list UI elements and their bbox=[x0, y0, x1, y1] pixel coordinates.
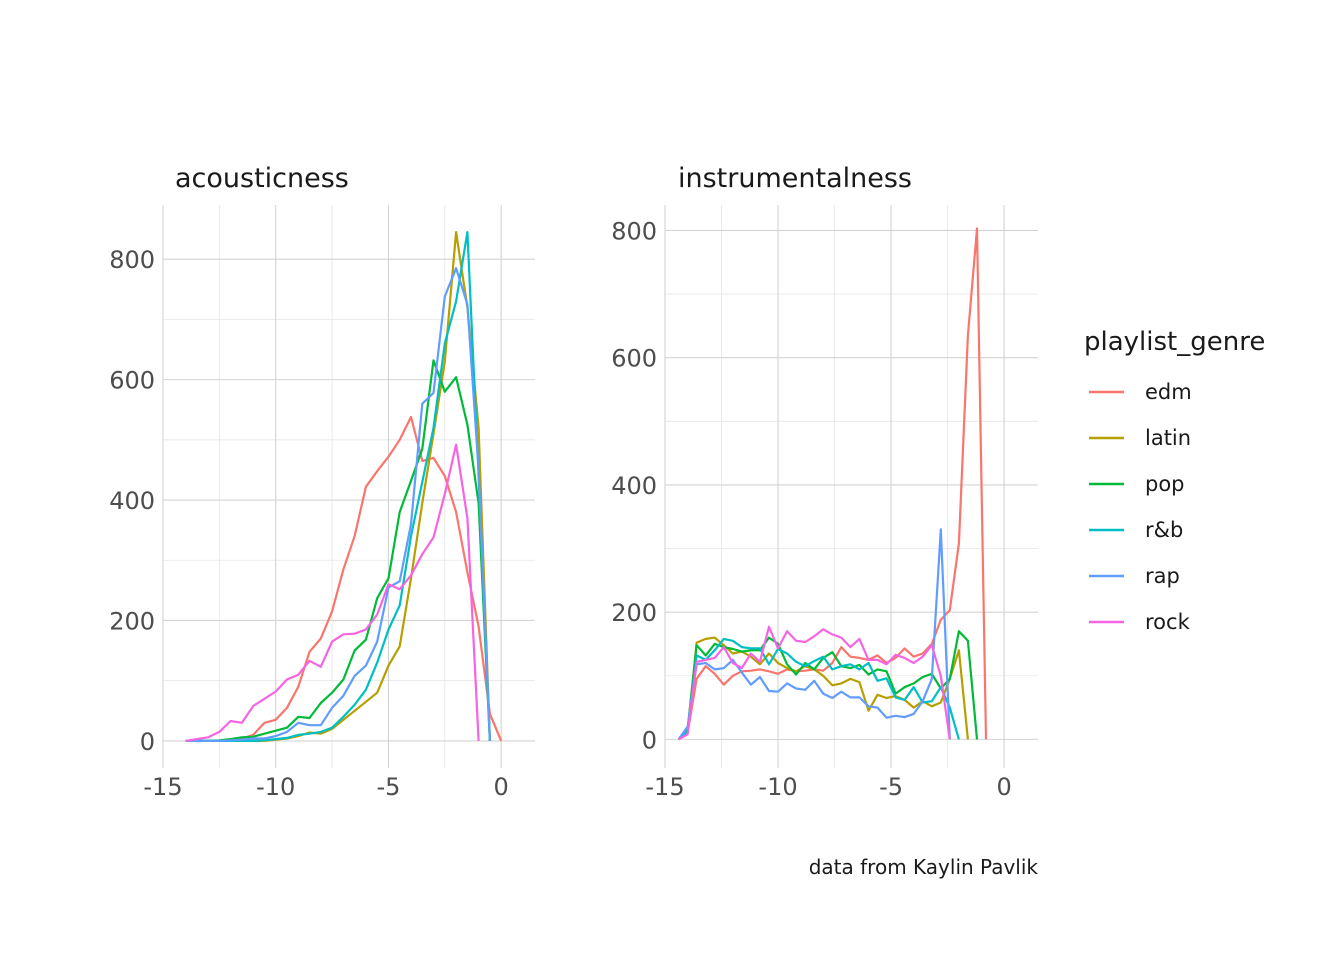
y-tick-label: 0 bbox=[642, 726, 657, 754]
legend-label-latin: latin bbox=[1145, 426, 1191, 450]
y-tick-label: 600 bbox=[109, 367, 155, 395]
legend: playlist_genre edm latin pop r&b rap rock bbox=[1084, 327, 1265, 634]
y-tick-label: 800 bbox=[109, 246, 155, 274]
y-tick-label: 200 bbox=[109, 607, 155, 635]
x-tick-label: -15 bbox=[143, 773, 182, 801]
panel-title: acousticness bbox=[175, 163, 349, 194]
y-tick-label: 200 bbox=[611, 599, 657, 627]
series-line-rock bbox=[185, 443, 480, 742]
x-tick-label: 0 bbox=[996, 773, 1011, 801]
y-tick-label: 400 bbox=[611, 472, 657, 500]
series-line-pop bbox=[185, 359, 491, 742]
legend-label-rock: rock bbox=[1145, 610, 1191, 634]
series-line-edm bbox=[185, 415, 503, 742]
x-tick-label: -5 bbox=[879, 773, 903, 801]
legend-label-pop: pop bbox=[1145, 472, 1185, 496]
panel-title: instrumentalness bbox=[678, 163, 912, 194]
legend-title: playlist_genre bbox=[1084, 327, 1265, 357]
series-line-randb bbox=[677, 637, 960, 741]
series-line-rap bbox=[677, 528, 951, 741]
x-tick-label: -15 bbox=[645, 773, 684, 801]
x-tick-label: 0 bbox=[494, 773, 509, 801]
series-line-rap bbox=[185, 267, 491, 742]
legend-label-randb: r&b bbox=[1145, 518, 1183, 542]
instrumentalness-panel: -15 -10 -5 0 0 200 400 600 800 instrumentalness bbox=[611, 163, 1038, 801]
series-line-rock bbox=[678, 625, 951, 741]
y-tick-label: 800 bbox=[611, 217, 657, 245]
legend-label-edm: edm bbox=[1145, 380, 1192, 404]
y-tick-label: 600 bbox=[611, 345, 657, 373]
y-tick-label: 400 bbox=[109, 487, 155, 515]
x-tick-label: -10 bbox=[256, 773, 295, 801]
series-line-pop bbox=[677, 630, 979, 741]
series-line-edm bbox=[677, 227, 988, 741]
x-tick-label: -10 bbox=[758, 773, 797, 801]
legend-items: edm latin pop r&b rap rock bbox=[1089, 380, 1192, 634]
y-tick-label: 0 bbox=[140, 728, 155, 756]
x-tick-label: -5 bbox=[376, 773, 400, 801]
acousticness-panel: -15 -10 -5 0 0 200 400 600 800 acousticness bbox=[109, 163, 535, 801]
caption: data from Kaylin Pavlik bbox=[809, 855, 1039, 879]
legend-label-rap: rap bbox=[1145, 564, 1180, 588]
